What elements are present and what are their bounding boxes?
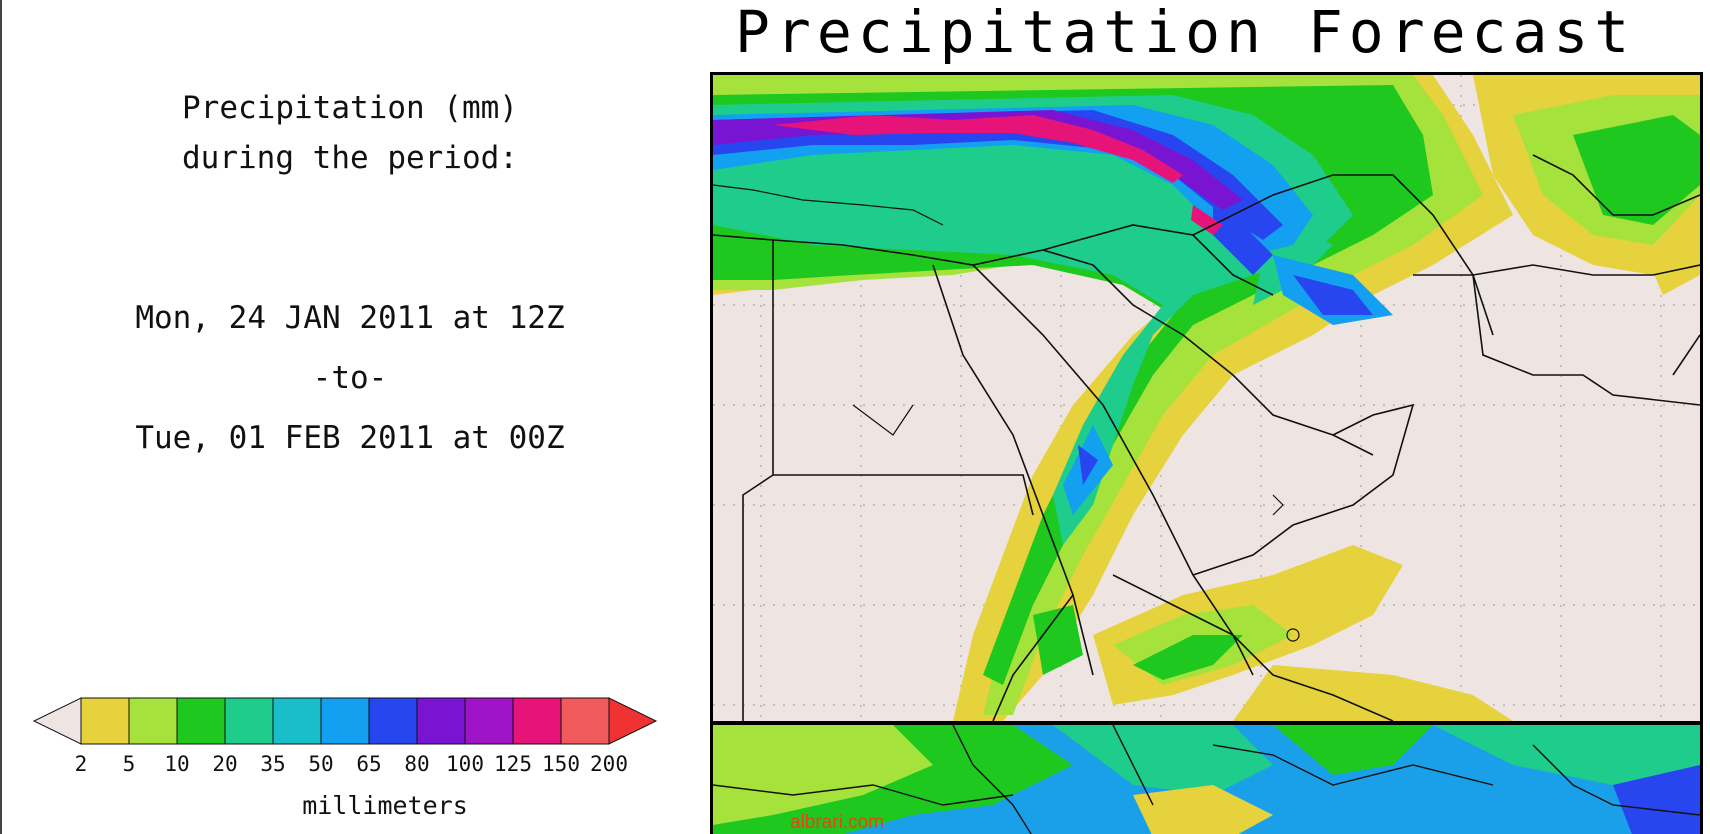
window-edge <box>0 0 2 834</box>
period-end: Tue, 01 FEB 2011 at 00Z <box>135 420 565 456</box>
legend-swatch <box>464 697 514 745</box>
precipitation-map <box>710 72 1703 724</box>
legend-swatch <box>416 697 466 745</box>
precip-80mm-area <box>713 110 1243 210</box>
legend-units-label: millimeters <box>302 791 468 820</box>
legend-tick-label: 65 <box>356 752 382 776</box>
legend-tick-label: 100 <box>446 752 484 776</box>
period-heading-line2: during the period: <box>182 140 518 176</box>
legend-tick-label: 50 <box>308 752 334 776</box>
legend-tick-label: 125 <box>494 752 532 776</box>
legend-tick-label: 200 <box>590 752 628 776</box>
page-title: Precipitation Forecast <box>735 0 1636 66</box>
secondary-map-graphic <box>713 725 1700 834</box>
color-scale-legend <box>28 690 718 750</box>
legend-swatch <box>320 697 370 745</box>
legend-tick-label: 35 <box>260 752 286 776</box>
watermark: albrari.com <box>790 812 884 833</box>
precipitation-map-graphic <box>713 75 1700 721</box>
legend-swatch <box>224 697 274 745</box>
legend-swatch <box>80 697 130 745</box>
legend-above-arrow <box>608 697 658 745</box>
legend-swatch <box>560 697 610 745</box>
coastlines <box>713 184 1300 642</box>
country-borders <box>713 154 1700 721</box>
precipitation-map-secondary <box>710 722 1703 834</box>
legend-graphic <box>32 697 658 745</box>
legend-swatch <box>272 697 322 745</box>
legend-tick-label: 80 <box>404 752 430 776</box>
precip-125mm-area <box>773 115 1223 235</box>
legend-tick-label: 10 <box>164 752 190 776</box>
precip-east-core <box>1293 275 1373 315</box>
legend-below-arrow <box>32 697 82 745</box>
legend-tick-label: 20 <box>212 752 238 776</box>
period-start: Mon, 24 JAN 2011 at 12Z <box>135 300 565 336</box>
legend-tick-label: 5 <box>122 752 136 776</box>
legend-swatch <box>512 697 562 745</box>
legend-swatch <box>128 697 178 745</box>
legend-tick-label: 2 <box>74 752 88 776</box>
legend-swatch <box>176 697 226 745</box>
legend-tick-label: 150 <box>542 752 580 776</box>
period-heading-line1: Precipitation (mm) <box>182 90 518 126</box>
legend-swatch <box>368 697 418 745</box>
period-separator: -to- <box>312 360 388 396</box>
